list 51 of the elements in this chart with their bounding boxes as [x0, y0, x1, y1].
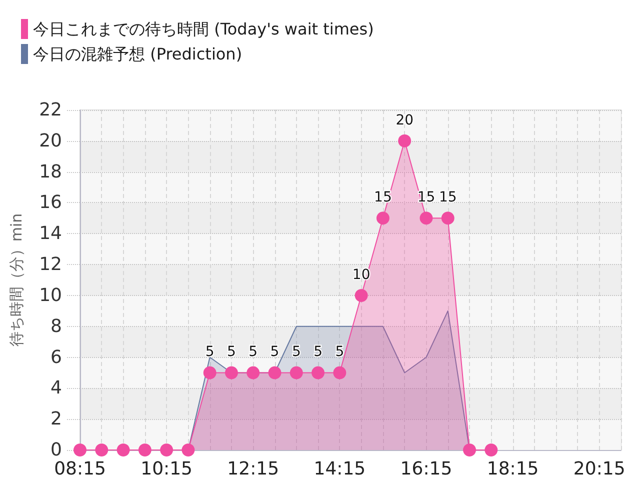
y-tick-label: 4: [50, 378, 62, 399]
point: [182, 444, 195, 456]
x-tick-label: 14:15: [314, 458, 366, 480]
y-tick-label: 14: [39, 223, 62, 244]
data-label: 5: [248, 344, 258, 360]
data-label: 5: [227, 344, 236, 360]
y-axis-title: 待ち時間（分）min: [8, 213, 26, 347]
point: [463, 444, 476, 456]
point: [74, 444, 86, 456]
point: [203, 366, 216, 380]
x-tick-label: 20:15: [573, 458, 626, 480]
y-tick-label: 12: [39, 254, 62, 276]
x-tick-label: 08:15: [54, 458, 106, 480]
point: [420, 212, 433, 225]
point: [441, 212, 454, 225]
x-tick-label: 18:15: [486, 458, 539, 480]
x-tick-label: 16:15: [400, 458, 452, 480]
y-tick-label: 18: [39, 161, 62, 182]
y-tick-label: 20: [39, 130, 62, 152]
point: [268, 366, 282, 380]
point: [312, 366, 325, 380]
point: [376, 212, 390, 225]
point: [160, 444, 174, 456]
data-label: 5: [205, 344, 214, 360]
y-tick-label: 10: [39, 284, 62, 306]
x-tick-label: 10:15: [140, 458, 192, 480]
point: [224, 366, 238, 380]
legend-label: 今日の混雑予想 (Prediction): [33, 44, 242, 64]
point: [116, 444, 130, 456]
legend-label: 今日これまでの待ち時間 (Today's wait times): [33, 20, 374, 38]
point: [138, 444, 152, 456]
data-label: 5: [314, 344, 322, 360]
y-tick-label: 2: [50, 408, 62, 430]
data-label: 5: [270, 344, 280, 360]
x-tick-label: 12:15: [227, 458, 280, 480]
point: [95, 444, 108, 456]
point: [290, 366, 303, 380]
point: [246, 366, 260, 380]
point: [398, 134, 412, 148]
point: [484, 444, 498, 456]
data-label: 5: [292, 344, 301, 360]
data-label: 5: [335, 344, 344, 360]
y-tick-label: 6: [50, 346, 62, 368]
point: [354, 288, 368, 302]
data-label: 20: [396, 112, 414, 128]
data-label: 15: [438, 190, 457, 206]
y-tick-label: 22: [39, 100, 62, 120]
y-tick-label: 16: [39, 192, 62, 214]
y-tick-label: 0: [50, 440, 62, 460]
y-tick-label: 8: [50, 316, 62, 337]
point: [333, 366, 346, 380]
